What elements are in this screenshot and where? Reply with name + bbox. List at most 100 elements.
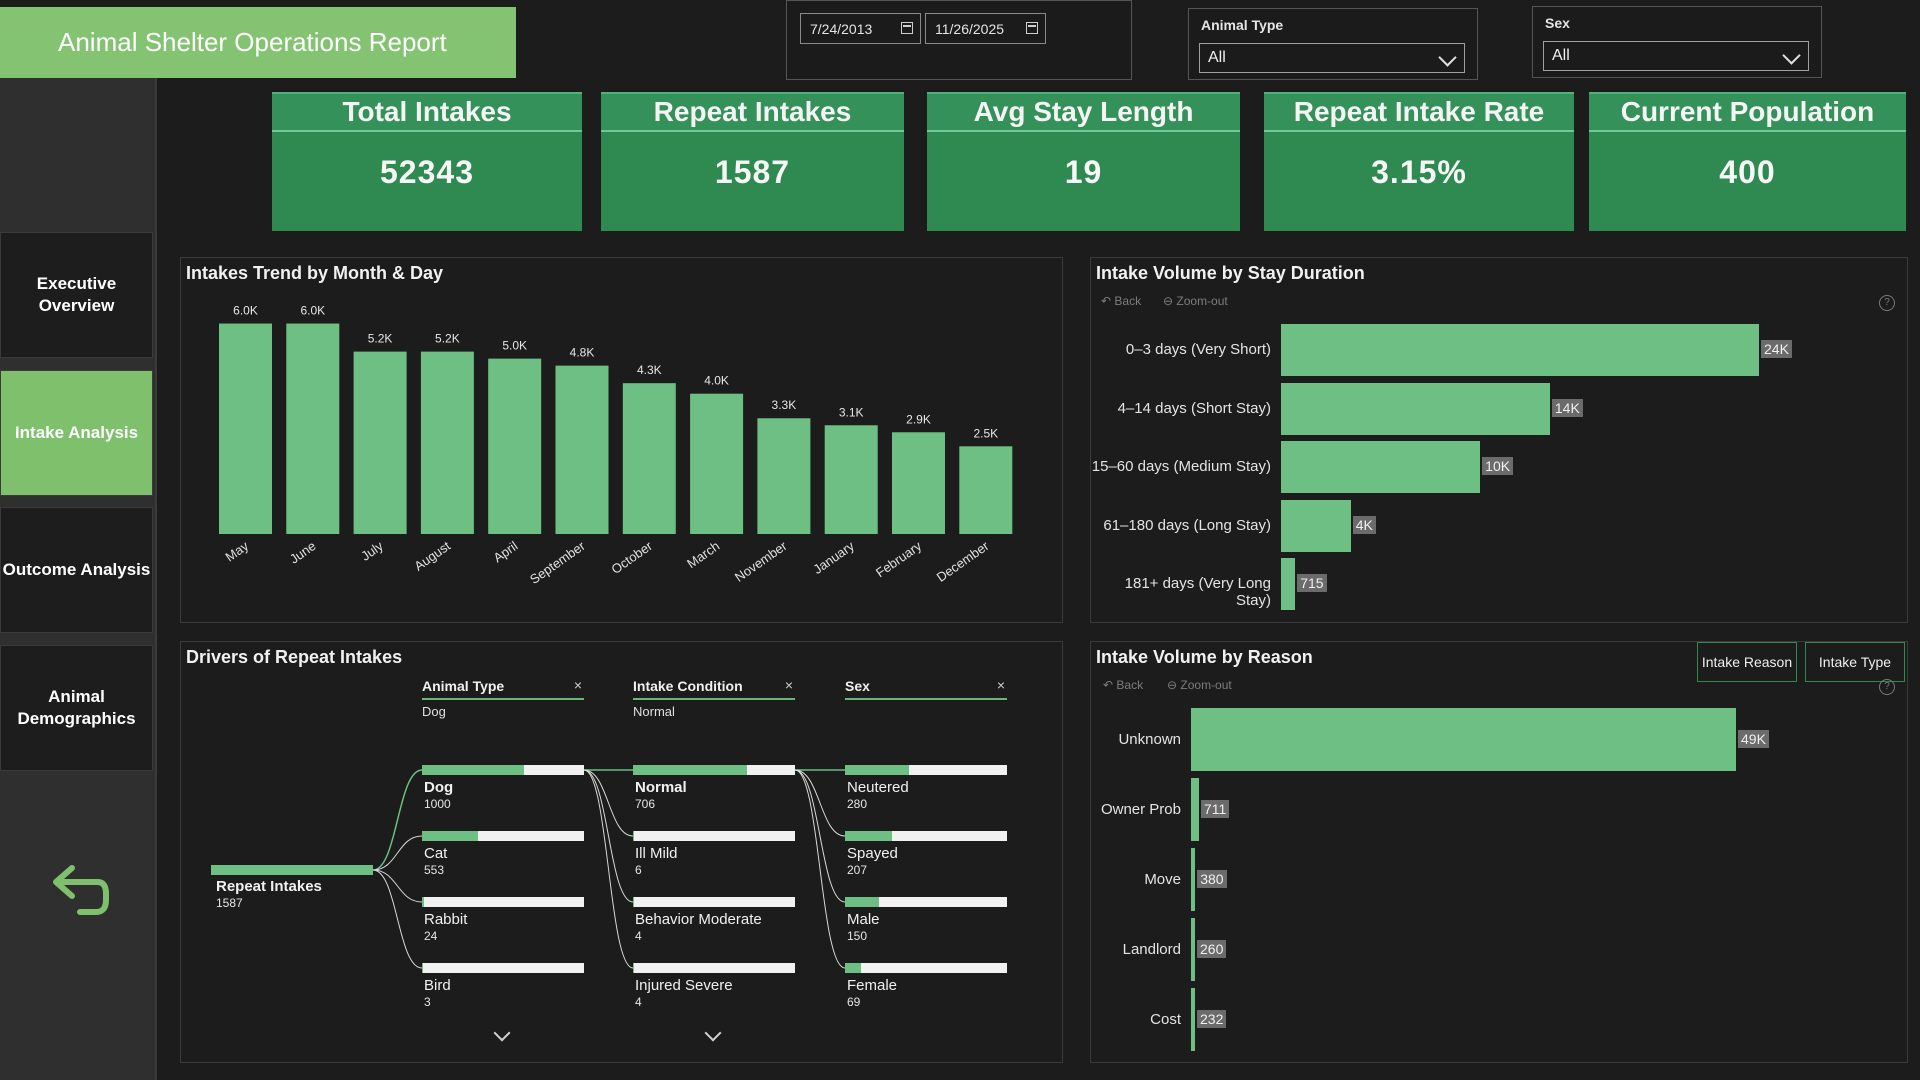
connector-line: [583, 769, 634, 903]
node-bar-fill: [633, 897, 634, 907]
stay-duration-panel: Intake Volume by Stay Duration ↶ Back ⊖ …: [1090, 257, 1908, 623]
node-bar[interactable]: [422, 831, 584, 841]
node-bar[interactable]: [845, 765, 1007, 775]
data-label: 4.3K: [637, 363, 662, 377]
node-bar[interactable]: [422, 765, 584, 775]
start-date-input[interactable]: 7/24/2013: [800, 13, 921, 44]
node-count: 280: [847, 797, 868, 811]
root-label: Repeat Intakes: [216, 878, 322, 895]
end-date-input[interactable]: 11/26/2025: [925, 13, 1046, 44]
level-header: Animal Type ×: [422, 677, 584, 700]
category-label: 181+ days (Very Long Stay): [1124, 575, 1271, 609]
node-bar[interactable]: [633, 831, 795, 841]
node-bar-fill: [422, 897, 425, 907]
animal-type-dropdown[interactable]: All: [1199, 43, 1465, 73]
date-range-slicer: 7/24/2013 11/26/2025: [786, 0, 1132, 80]
data-label: 6.0K: [233, 304, 258, 318]
kpi-card-repeat-intakes: Repeat Intakes 1587: [601, 92, 904, 231]
sex-dropdown[interactable]: All: [1543, 41, 1809, 71]
panel-title: Intake Volume by Reason: [1096, 647, 1313, 667]
back-control[interactable]: ↶ Back: [1103, 678, 1144, 692]
bar-april: [488, 358, 542, 534]
back-control[interactable]: ↶ Back: [1101, 294, 1142, 308]
kpi-value: 1587: [714, 154, 791, 190]
level-selected-value: Normal: [633, 704, 675, 719]
connector-line: [372, 869, 423, 903]
kpi-value: 52343: [380, 154, 474, 190]
level-selected-value: Dog: [422, 704, 446, 719]
level-header: Sex ×: [845, 677, 1007, 700]
bar-december: [959, 446, 1013, 534]
zoom-out-control[interactable]: ⊖ Zoom-out: [1167, 678, 1232, 692]
intakes-trend-chart: 6.0K May 6.0K June 5.2K July 5.2K August 5.0K Apr…: [219, 304, 1013, 587]
node-label: Neutered: [847, 779, 909, 796]
back-arrow-icon[interactable]: [46, 860, 116, 930]
animal-type-label: Animal Type: [1201, 17, 1284, 33]
category-label: 61–180 days (Long Stay): [1103, 516, 1271, 534]
decomposition-tree: Repeat Intakes 1587 Animal Type × Dog Dog 1000…: [181, 642, 1064, 1064]
chevron-down-icon[interactable]: [704, 1024, 722, 1042]
root-bar-fill: [211, 865, 373, 875]
zoom-out-control[interactable]: ⊖ Zoom-out: [1163, 294, 1228, 308]
bar: [1281, 324, 1759, 376]
help-icon[interactable]: ?: [1879, 679, 1895, 695]
category-label: Unknown: [1118, 730, 1181, 748]
calendar-icon[interactable]: [1026, 22, 1038, 34]
data-label: 4.0K: [704, 374, 729, 388]
animal-type-slicer: Animal Type All: [1188, 8, 1478, 80]
bar-january: [824, 425, 878, 534]
bar: [1281, 499, 1351, 552]
node-bar-fill: [845, 963, 861, 973]
category-label: 4–14 days (Short Stay): [1117, 399, 1271, 417]
panel-title: Drivers of Repeat Intakes: [186, 647, 403, 667]
chevron-down-icon[interactable]: [493, 1024, 511, 1042]
close-icon[interactable]: ×: [573, 677, 582, 693]
node-bar-fill: [422, 765, 525, 775]
connector-line: [583, 769, 634, 969]
tab-intake-type[interactable]: Intake Type: [1805, 642, 1905, 682]
node-bar-fill: [845, 765, 910, 775]
level-header: Intake Condition ×: [633, 677, 795, 700]
node-bar[interactable]: [633, 765, 795, 775]
kpi-title: Repeat Intakes: [601, 94, 904, 132]
bar-september: [555, 365, 609, 534]
help-icon[interactable]: ?: [1879, 295, 1895, 311]
nav-animal-demographics[interactable]: Animal Demographics: [0, 645, 153, 771]
nav-intake-analysis[interactable]: Intake Analysis: [0, 370, 153, 496]
nav-executive-overview[interactable]: Executive Overview: [0, 232, 153, 358]
nav-outcome-analysis[interactable]: Outcome Analysis: [0, 507, 153, 633]
close-icon[interactable]: ×: [996, 677, 1005, 693]
x-tick-label: May: [222, 538, 251, 565]
category-label: Cost: [1150, 1010, 1181, 1028]
bar-may: [219, 323, 272, 534]
category-label: Move: [1144, 870, 1181, 888]
panel-title: Intake Volume by Stay Duration: [1096, 263, 1365, 283]
bar-november: [757, 418, 811, 534]
node-bar[interactable]: [845, 963, 1007, 973]
data-label: 2.9K: [906, 412, 931, 426]
bar: [1281, 441, 1481, 493]
node-bar[interactable]: [422, 963, 584, 973]
node-bar[interactable]: [633, 963, 795, 973]
node-label: Spayed: [847, 845, 898, 862]
kpi-card-total-intakes: Total Intakes 52343: [272, 92, 582, 231]
node-count: 553: [424, 863, 445, 877]
stay-duration-chart: 0–3 days (Very Short) 24K 4–14 days (Short…: [1091, 258, 1909, 624]
calendar-icon[interactable]: [901, 22, 913, 34]
connector-line: [583, 769, 634, 837]
kpi-title: Repeat Intake Rate: [1264, 94, 1574, 132]
node-bar-fill: [845, 897, 880, 907]
close-icon[interactable]: ×: [784, 677, 793, 693]
tab-intake-reason[interactable]: Intake Reason: [1697, 642, 1797, 682]
node-bar[interactable]: [845, 897, 1007, 907]
node-bar[interactable]: [845, 831, 1007, 841]
data-label: 380: [1197, 869, 1227, 888]
node-bar[interactable]: [422, 897, 584, 907]
node-bar[interactable]: [633, 897, 795, 907]
bar-february: [892, 432, 945, 534]
node-label: Rabbit: [424, 911, 468, 928]
sex-slicer: Sex All: [1532, 6, 1822, 78]
data-label: 2.5K: [973, 426, 998, 440]
reason-chart: Unknown 49K Owner Prob 711 Move 380 Landlord 26…: [1091, 642, 1909, 1064]
data-label: 6.0K: [300, 304, 325, 318]
